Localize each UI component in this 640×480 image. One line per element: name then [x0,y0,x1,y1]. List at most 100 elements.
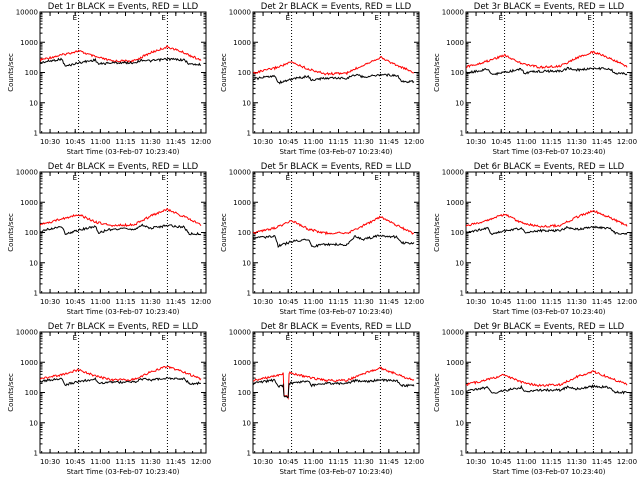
chart-8-frame [252,331,420,454]
chart-5-title: Det 5r BLACK = Events, RED = LLD [261,162,412,172]
chart-7-x-axis-label: Start Time (03-Feb-07 10:23:40) [66,468,179,476]
chart-4-y-tick-label: 1000 [20,199,38,207]
chart-9-event-marker-label: E [499,334,503,342]
chart-3-series-2-line [466,66,628,76]
chart-6-x-tick-label: 11:45 [592,298,612,306]
chart-3-title: Det 3r BLACK = Events, RED = LLD [474,2,625,12]
chart-5-x-axis-label: Start Time (03-Feb-07 10:23:40) [279,308,392,316]
chart-7-x-tick-label: 10:30 [40,458,60,466]
chart-1-series-2-line [40,57,202,67]
chart-3-x-tick-label: 11:15 [541,138,561,146]
chart-8-x-tick-label: 11:30 [354,458,374,466]
chart-7-panel: Det 7r BLACK = Events, RED = LLD 1 10 100 10… [7,322,211,476]
chart-8-series-2-line [253,378,415,399]
chart-3-event-marker-label: E [499,14,503,22]
chart-3-y-tick-label: 100 [451,69,464,77]
chart-3-x-axis-label: Start Time (03-Feb-07 10:23:40) [492,148,605,156]
chart-8-y-tick-label: 100 [238,389,251,397]
chart-1-panel: Det 1r BLACK = Events, RED = LLD 1 10 100 10… [7,2,211,156]
chart-2-x-axis-label: Start Time (03-Feb-07 10:23:40) [279,148,392,156]
chart-6-x-tick-label: 12:00 [617,298,637,306]
chart-8-y-tick-label: 10000 [229,329,251,337]
chart-2-y-tick-label: 1000 [233,39,251,47]
chart-8-panel: Det 8r BLACK = Events, RED = LLD 1 10 100 10… [220,322,424,476]
chart-6-x-tick-label: 10:30 [466,298,486,306]
chart-7-y-tick-label: 100 [25,389,38,397]
chart-5-y-axis-label: Counts/sec [220,213,228,252]
chart-5-x-tick-label: 11:30 [354,298,374,306]
chart-1-x-tick-label: 11:15 [115,138,135,146]
chart-7-y-tick-label: 1000 [20,359,38,367]
chart-4-x-tick-label: 11:00 [90,298,110,306]
chart-1-x-tick-label: 12:00 [191,138,211,146]
chart-2-x-tick-label: 10:45 [278,138,298,146]
chart-3-x-tick-label: 10:30 [466,138,486,146]
chart-4-x-tick-label: 10:45 [65,298,85,306]
chart-4-x-tick-label: 12:00 [191,298,211,306]
chart-9-x-tick-label: 10:30 [466,458,486,466]
chart-6-event-marker-label: E [587,174,591,182]
chart-4-x-tick-label: 11:30 [141,298,161,306]
chart-7-y-tick-label: 1 [34,450,38,458]
chart-1-x-tick-label: 11:45 [166,138,186,146]
chart-7-event-marker-label: E [161,334,165,342]
chart-4-title: Det 4r BLACK = Events, RED = LLD [48,162,199,172]
chart-9-series-2-line [466,384,628,395]
chart-9-series-1-line [466,370,628,388]
chart-9-x-tick-label: 12:00 [617,458,637,466]
chart-5-y-tick-label: 100 [238,229,251,237]
chart-2-y-tick-label: 10000 [229,9,251,17]
chart-5-x-tick-label: 10:30 [253,298,273,306]
chart-4-y-axis-label: Counts/sec [7,213,15,252]
chart-1-title: Det 1r BLACK = Events, RED = LLD [48,2,199,12]
chart-2-y-tick-label: 1 [247,130,251,138]
chart-5-series-2-line [253,234,415,248]
chart-5-event-marker-label: E [374,174,378,182]
chart-9-y-tick-label: 10000 [442,329,464,337]
chart-3-panel: Det 3r BLACK = Events, RED = LLD 1 10 100 10… [433,2,637,156]
chart-8-x-tick-label: 11:00 [303,458,323,466]
chart-1-y-tick-label: 100 [25,69,38,77]
chart-3-y-tick-label: 10 [455,99,464,107]
chart-4-x-tick-label: 11:15 [115,298,135,306]
chart-6-y-tick-label: 10 [455,259,464,267]
chart-7-series-1-line [40,365,202,382]
chart-4-y-tick-label: 1 [34,290,38,298]
chart-6-x-tick-label: 11:15 [541,298,561,306]
chart-3-x-tick-label: 10:45 [491,138,511,146]
chart-3-x-tick-label: 12:00 [617,138,637,146]
chart-7-frame [39,331,207,454]
chart-9-y-axis-label: Counts/sec [433,373,441,412]
chart-6-frame [465,171,633,294]
chart-1-y-tick-label: 10 [29,99,38,107]
chart-9-y-tick-label: 1000 [446,359,464,367]
chart-1-x-tick-label: 11:30 [141,138,161,146]
chart-1-frame [39,11,207,134]
chart-2-series-1-line [253,56,415,76]
chart-5-y-tick-label: 10 [242,259,251,267]
chart-6-y-tick-label: 1 [460,290,464,298]
chart-9-x-tick-label: 11:45 [592,458,612,466]
chart-7-title: Det 7r BLACK = Events, RED = LLD [48,322,199,332]
chart-7-x-tick-label: 10:45 [65,458,85,466]
chart-6-panel: Det 6r BLACK = Events, RED = LLD 1 10 100 10… [433,162,637,316]
chart-3-y-tick-label: 10000 [442,9,464,17]
chart-4-x-axis-label: Start Time (03-Feb-07 10:23:40) [66,308,179,316]
chart-2-y-tick-label: 100 [238,69,251,77]
chart-1-x-tick-label: 11:00 [90,138,110,146]
chart-6-x-axis-label: Start Time (03-Feb-07 10:23:40) [492,308,605,316]
chart-5-x-tick-label: 10:45 [278,298,298,306]
chart-9-x-tick-label: 11:15 [541,458,561,466]
chart-8-y-tick-label: 1000 [233,359,251,367]
chart-7-x-tick-label: 11:00 [90,458,110,466]
chart-6-y-tick-label: 100 [451,229,464,237]
chart-8-y-tick-label: 10 [242,419,251,427]
chart-6-y-tick-label: 10000 [442,169,464,177]
chart-4-event-marker-label: E [73,174,77,182]
chart-2-x-tick-label: 11:30 [354,138,374,146]
chart-1-y-tick-label: 10000 [16,9,38,17]
chart-7-x-tick-label: 12:00 [191,458,211,466]
chart-6-y-tick-label: 1000 [446,199,464,207]
chart-8-series-1-line [253,366,415,400]
